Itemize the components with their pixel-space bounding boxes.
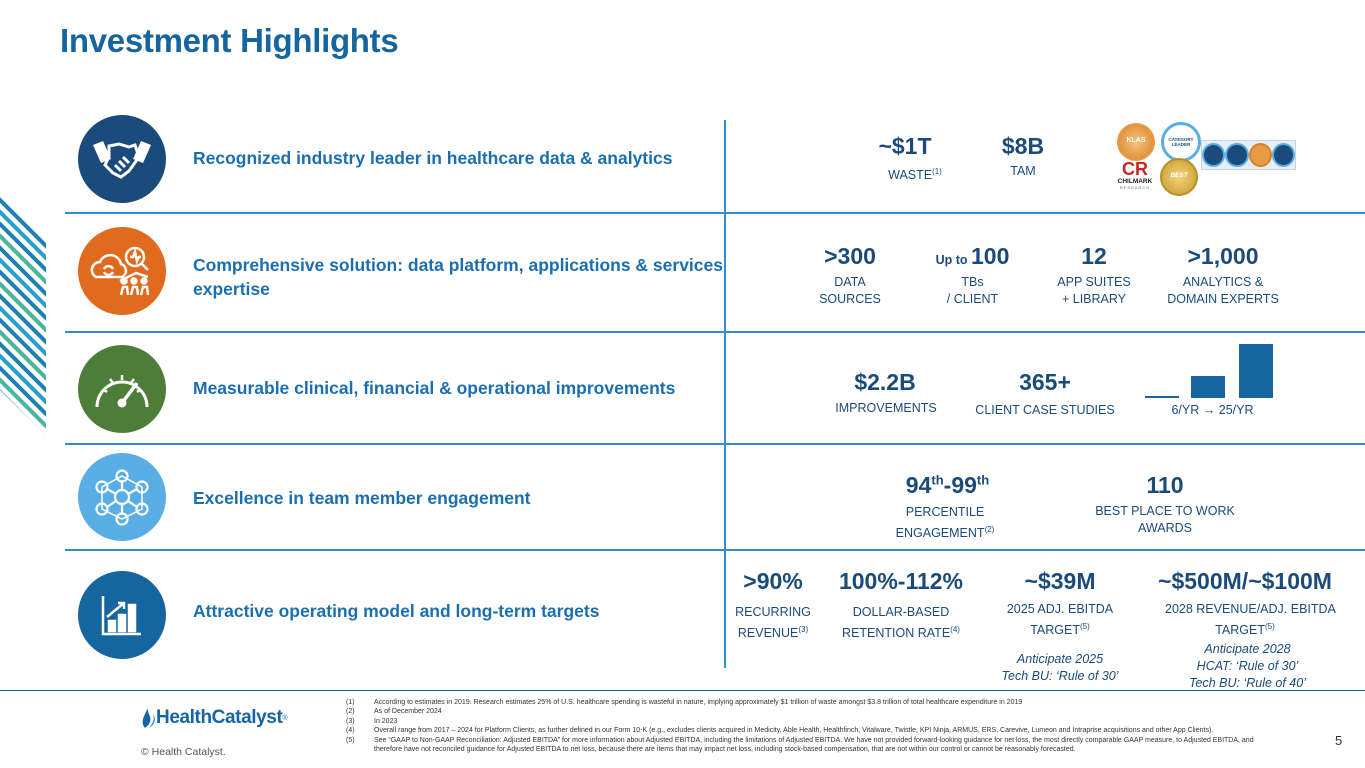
best-award-badge: BEST [1160,158,1198,196]
case-study-bar [1191,376,1225,398]
stat-value: 365+ [1019,369,1071,395]
stat-value: ~$1T [878,133,932,159]
stat-label: RECURRING REVENUE(3) [735,605,811,641]
stat-value: 12 [1081,243,1107,269]
stat-label: BEST PLACE TO WORK AWARDS [1095,504,1235,535]
stat-label: TBs / CLIENT [946,275,999,306]
stat-label: TAM [1010,164,1036,178]
footer-divider [0,690,1365,691]
chilmark-logo: CR CHILMARK RESEARCH [1117,159,1153,190]
stat-value: >1,000 [1187,243,1259,269]
health-catalyst-logo: HealthCatalyst ® [140,706,288,730]
stat-label: IMPROVEMENTS [835,401,937,415]
row-divider [65,212,1365,214]
target-note: Anticipate 2028 HCAT: ‘Rule of 30’ Tech BU… [1189,642,1306,690]
row-label: Recognized industry leader in healthcare… [193,148,673,168]
stat-label: DATA SOURCES [819,275,881,306]
network-people-icon [78,453,166,541]
speedometer-icon [78,345,166,433]
target-note: Anticipate 2025 Tech BU: ‘Rule of 30’ [1001,652,1119,683]
stat-label: DOLLAR-BASED RETENTION RATE(4) [842,605,960,641]
award-badges-strip [1201,140,1296,170]
award-badge [1248,143,1272,167]
award-badge [1202,143,1226,167]
stat-value: >300 [824,243,876,269]
footnotes: (1) According to estimates in 2019. Resea… [346,698,1266,754]
stat-value: $8B [1001,133,1045,159]
footnote: (4) Overall range from 2017 – 2024 for Pl… [346,727,1214,735]
stat-label: APP SUITES + LIBRARY [1057,275,1131,306]
row-label: Comprehensive solution: data platform, a… [193,255,723,299]
footnote: (3) In 2023 [346,717,398,725]
award-badge [1225,143,1249,167]
stat-value: >90% [743,568,803,594]
bar-chart-icon [78,571,166,659]
award-badge [1271,143,1295,167]
stat-value: 110 [1146,472,1184,498]
bar-caption: 6/YR → 25/YR [1171,403,1254,417]
row-divider [65,331,1365,333]
row-divider [65,549,1365,551]
copyright: © Health Catalyst. [141,746,226,758]
page-title: Investment Highlights [60,22,399,59]
footnote: (2) As of December 2024 [346,708,442,716]
stat-label: ANALYTICS & DOMAIN EXPERTS [1167,275,1279,306]
row-divider [65,443,1365,445]
page-number: 5 [1335,733,1343,748]
stat-label: 2028 REVENUE/ADJ. EBITDA TARGET(5) [1165,602,1336,638]
stat-value: ~$500M/~$100M [1158,568,1332,594]
case-study-bar [1239,344,1273,398]
case-study-bar [1145,396,1179,398]
column-divider [724,120,726,668]
handshake-icon [78,115,166,203]
flame-icon [142,708,155,728]
stat-label: WASTE(1) [888,167,942,183]
footnote: (5) See “GAAP to Non-GAAP Reconciliation:… [346,736,1254,754]
stat-label: 2025 ADJ. EBITDA TARGET(5) [1006,602,1114,638]
stat-value: ~$39M [1024,568,1096,594]
row-label: Excellence in team member engagement [193,488,531,508]
stat-value: $2.2B [854,369,916,395]
cloud-analytics-icon [78,227,166,315]
row-label: Attractive operating model and long-term… [193,601,600,621]
stat-label: CLIENT CASE STUDIES [975,403,1115,417]
stat-value: 100%-112% [838,568,964,594]
stat-label: PERCENTILE ENGAGEMENT(2) [895,505,995,541]
category-leader-badge: CATEGORY LEADER [1161,122,1201,162]
klas-award-badge: KLAS [1117,123,1155,161]
decorative-stripes [0,140,46,435]
stat-value: Up to 100 [935,243,1010,269]
footnote: (1) According to estimates in 2019. Resea… [346,699,1023,706]
stat-value: 94th-99th [905,472,990,498]
row-label: Measurable clinical, financial & operati… [193,378,676,398]
